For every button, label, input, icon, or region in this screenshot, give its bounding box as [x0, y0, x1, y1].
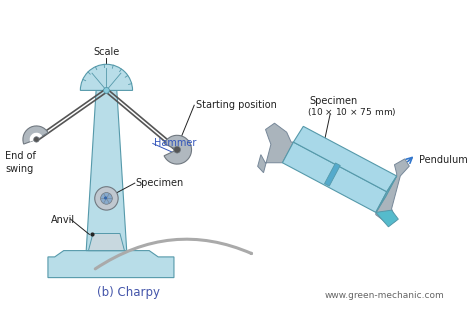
- Text: (10 $\times$ 10 $\times$ 75 mm): (10 $\times$ 10 $\times$ 75 mm): [307, 106, 396, 118]
- Text: Starting position: Starting position: [196, 100, 277, 110]
- Polygon shape: [293, 126, 397, 192]
- Text: End of
swing: End of swing: [5, 151, 36, 174]
- Polygon shape: [376, 210, 398, 227]
- Text: Specimen: Specimen: [309, 96, 357, 106]
- Text: (b) Charpy: (b) Charpy: [98, 285, 161, 299]
- Text: Scale: Scale: [93, 47, 119, 57]
- Polygon shape: [258, 123, 293, 173]
- Polygon shape: [86, 90, 127, 251]
- Circle shape: [34, 137, 39, 142]
- Polygon shape: [89, 234, 125, 251]
- Circle shape: [104, 196, 107, 199]
- FancyArrowPatch shape: [95, 239, 252, 269]
- Text: Hammer: Hammer: [154, 138, 196, 149]
- Text: Specimen: Specimen: [136, 178, 184, 188]
- Polygon shape: [283, 142, 387, 212]
- Circle shape: [95, 187, 118, 210]
- Wedge shape: [81, 64, 133, 90]
- Polygon shape: [376, 176, 397, 212]
- Text: Pendulum: Pendulum: [419, 155, 468, 165]
- Circle shape: [103, 88, 109, 93]
- Wedge shape: [164, 135, 191, 164]
- Polygon shape: [376, 159, 410, 225]
- Text: www.green-mechanic.com: www.green-mechanic.com: [324, 291, 444, 300]
- Wedge shape: [23, 126, 48, 144]
- Polygon shape: [325, 163, 340, 186]
- Circle shape: [174, 146, 181, 153]
- Wedge shape: [30, 133, 42, 142]
- Text: Anvil: Anvil: [51, 215, 75, 225]
- Circle shape: [100, 192, 112, 204]
- Polygon shape: [48, 251, 174, 278]
